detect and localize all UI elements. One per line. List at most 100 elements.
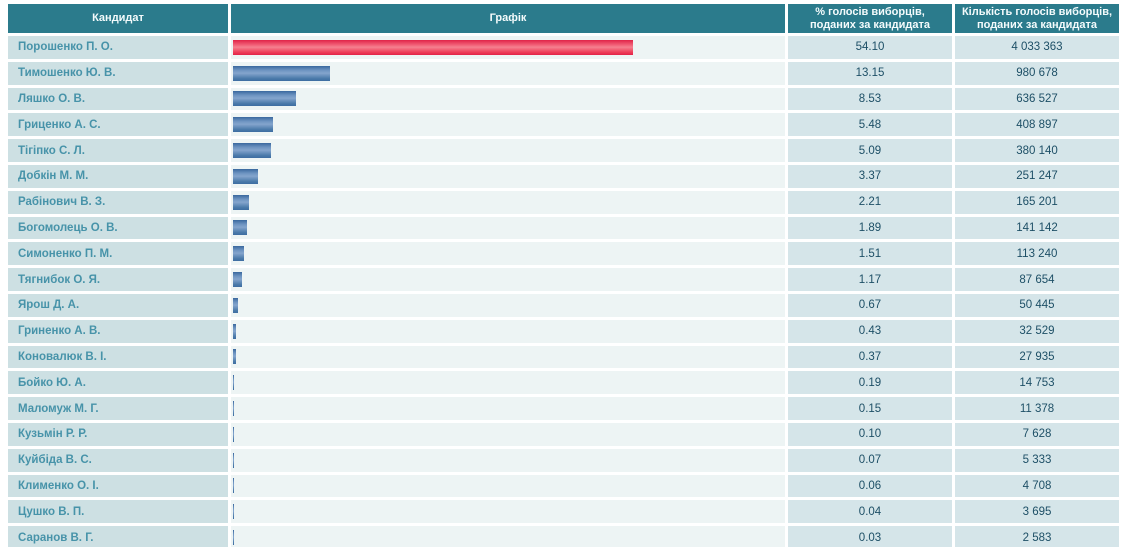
candidate-name: Гриценко А. С. [8,113,228,136]
table-body: Порошенко П. О.54.104 033 363 Тимошенко Ю… [8,36,1119,547]
chart-cell [231,475,785,498]
vote-share-bar [233,169,258,184]
candidate-name: Тягнибок О. Я. [8,268,228,291]
candidate-name: Добкін М. М. [8,165,228,188]
chart-cell [231,217,785,240]
candidate-name: Богомолець О. В. [8,217,228,240]
chart-cell [231,113,785,136]
percent-value: 0.19 [788,371,952,394]
candidate-name: Гриненко А. В. [8,320,228,343]
percent-value: 0.06 [788,475,952,498]
vote-share-bar [233,143,271,158]
candidate-name: Маломуж М. Г. [8,397,228,420]
votes-count-value: 27 935 [955,346,1119,369]
chart-cell [231,242,785,265]
vote-share-bar [233,375,234,390]
chart-cell [231,346,785,369]
vote-share-bar [233,246,244,261]
table-row: Маломуж М. Г.0.1511 378 [8,397,1119,420]
table-row: Порошенко П. О.54.104 033 363 [8,36,1119,59]
table-row: Добкін М. М.3.37251 247 [8,165,1119,188]
votes-count-value: 87 654 [955,268,1119,291]
votes-count-value: 141 142 [955,217,1119,240]
votes-count-value: 380 140 [955,139,1119,162]
percent-value: 2.21 [788,191,952,214]
votes-count-value: 636 527 [955,88,1119,111]
col-header-votes: Кількість голосів виборців, поданих за к… [955,4,1119,33]
table-row: Кузьмін Р. Р.0.107 628 [8,423,1119,446]
candidate-name: Коновалюк В. І. [8,346,228,369]
table-row: Богомолець О. В. 1.89141 142 [8,217,1119,240]
chart-cell [231,371,785,394]
vote-share-bar [233,117,273,132]
table-row: Гриненко А. В.0.4332 529 [8,320,1119,343]
chart-cell [231,320,785,343]
votes-count-value: 50 445 [955,294,1119,317]
candidate-name: Порошенко П. О. [8,36,228,59]
percent-value: 3.37 [788,165,952,188]
percent-value: 13.15 [788,62,952,85]
chart-cell [231,88,785,111]
percent-value: 8.53 [788,88,952,111]
chart-cell [231,139,785,162]
chart-cell [231,268,785,291]
election-results-table: Кандидат Графік % голосів виборців, пода… [5,1,1122,547]
candidate-name: Клименко О. І. [8,475,228,498]
table-row: Ляшко О. В.8.53636 527 [8,88,1119,111]
vote-share-bar [233,91,296,106]
votes-count-value: 5 333 [955,449,1119,472]
vote-share-bar [233,324,236,339]
table-row: Ярош Д. А. 0.6750 445 [8,294,1119,317]
chart-cell [231,449,785,472]
percent-value: 0.03 [788,526,952,547]
table-row: Цушко В. П.0.043 695 [8,500,1119,523]
percent-value: 1.89 [788,217,952,240]
table-row: Бойко Ю. А. 0.1914 753 [8,371,1119,394]
votes-count-value: 4 708 [955,475,1119,498]
candidate-name: Ярош Д. А. [8,294,228,317]
vote-share-bar [233,40,633,55]
election-results-page: Кандидат Графік % голосів виборців, пода… [0,0,1133,547]
candidate-name: Тимошенко Ю. В. [8,62,228,85]
percent-value: 5.09 [788,139,952,162]
votes-count-value: 408 897 [955,113,1119,136]
candidate-name: Симоненко П. М. [8,242,228,265]
chart-cell [231,423,785,446]
votes-count-value: 2 583 [955,526,1119,547]
votes-count-value: 980 678 [955,62,1119,85]
percent-value: 5.48 [788,113,952,136]
table-row: Куйбіда В. С.0.075 333 [8,449,1119,472]
votes-count-value: 4 033 363 [955,36,1119,59]
vote-share-bar [233,272,242,287]
vote-share-bar [233,504,234,519]
vote-share-bar [233,530,234,545]
chart-cell [231,165,785,188]
table-row: Рабінович В. З.2.21165 201 [8,191,1119,214]
col-header-candidate: Кандидат [8,4,228,33]
votes-count-value: 14 753 [955,371,1119,394]
chart-cell [231,191,785,214]
chart-cell [231,62,785,85]
vote-share-bar [233,298,238,313]
vote-share-bar [233,195,249,210]
votes-count-value: 113 240 [955,242,1119,265]
table-row: Коновалюк В. І. 0.3727 935 [8,346,1119,369]
candidate-name: Цушко В. П. [8,500,228,523]
col-header-percent: % голосів виборців, поданих за кандидата [788,4,952,33]
vote-share-bar [233,349,236,364]
table-row: Тягнибок О. Я.1.1787 654 [8,268,1119,291]
candidate-name: Бойко Ю. А. [8,371,228,394]
percent-value: 0.43 [788,320,952,343]
percent-value: 0.10 [788,423,952,446]
vote-share-bar [233,427,234,442]
percent-value: 0.37 [788,346,952,369]
percent-value: 0.07 [788,449,952,472]
vote-share-bar [233,220,247,235]
percent-value: 1.51 [788,242,952,265]
table-row: Симоненко П. М. 1.51113 240 [8,242,1119,265]
col-header-chart: Графік [231,4,785,33]
percent-value: 0.15 [788,397,952,420]
candidate-name: Саранов В. Г. [8,526,228,547]
percent-value: 0.67 [788,294,952,317]
table-row: Саранов В. Г. 0.032 583 [8,526,1119,547]
